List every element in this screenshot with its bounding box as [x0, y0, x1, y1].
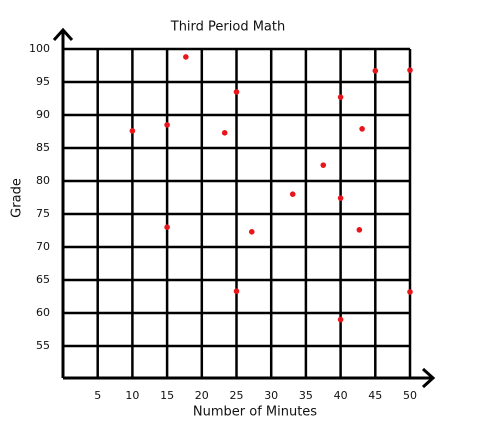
- point: [248, 229, 255, 235]
- y-tick-label: 70: [36, 240, 50, 253]
- point: [356, 227, 363, 233]
- y-tick-label: 80: [36, 174, 50, 187]
- point: [164, 224, 170, 230]
- point: [221, 130, 228, 136]
- point: [337, 94, 344, 100]
- point: [320, 162, 327, 168]
- point: [337, 195, 344, 201]
- point: [372, 67, 379, 74]
- y-axis-label: Grade: [10, 178, 25, 218]
- x-tick-label: 35: [299, 389, 313, 402]
- point: [233, 89, 240, 95]
- point: [289, 191, 296, 197]
- x-tick-label: 10: [125, 389, 139, 402]
- x-tick-label: 15: [160, 389, 174, 402]
- y-tick-label: 75: [36, 207, 50, 220]
- point: [129, 128, 136, 134]
- y-tick-label: 100: [29, 42, 50, 55]
- chart-title: Third Period Math: [170, 20, 285, 35]
- y-tick-label: 65: [36, 273, 50, 286]
- y-tick-label: 60: [36, 306, 50, 319]
- x-tick-label: 5: [94, 389, 101, 402]
- x-axis-label: Number of Minutes: [193, 405, 317, 420]
- point: [337, 316, 344, 323]
- point: [407, 289, 413, 295]
- point: [407, 67, 413, 73]
- point: [359, 126, 365, 132]
- axes: [52, 27, 436, 389]
- point: [183, 54, 189, 60]
- x-tick-label: 45: [368, 389, 382, 402]
- y-tick-label: 85: [36, 141, 50, 154]
- x-tick-label: 30: [264, 389, 278, 402]
- x-arrow: [421, 367, 436, 389]
- y-arrow: [52, 27, 74, 42]
- x-tick-label: 20: [195, 389, 209, 402]
- x-tick-label: 40: [334, 389, 348, 402]
- x-tick-label: 50: [403, 389, 417, 402]
- x-tick-label: 25: [230, 389, 244, 402]
- point: [164, 122, 170, 128]
- point: [233, 288, 240, 295]
- y-tick-label: 95: [36, 75, 50, 88]
- y-tick-label: 90: [36, 108, 50, 121]
- y-tick-label: 55: [36, 339, 50, 352]
